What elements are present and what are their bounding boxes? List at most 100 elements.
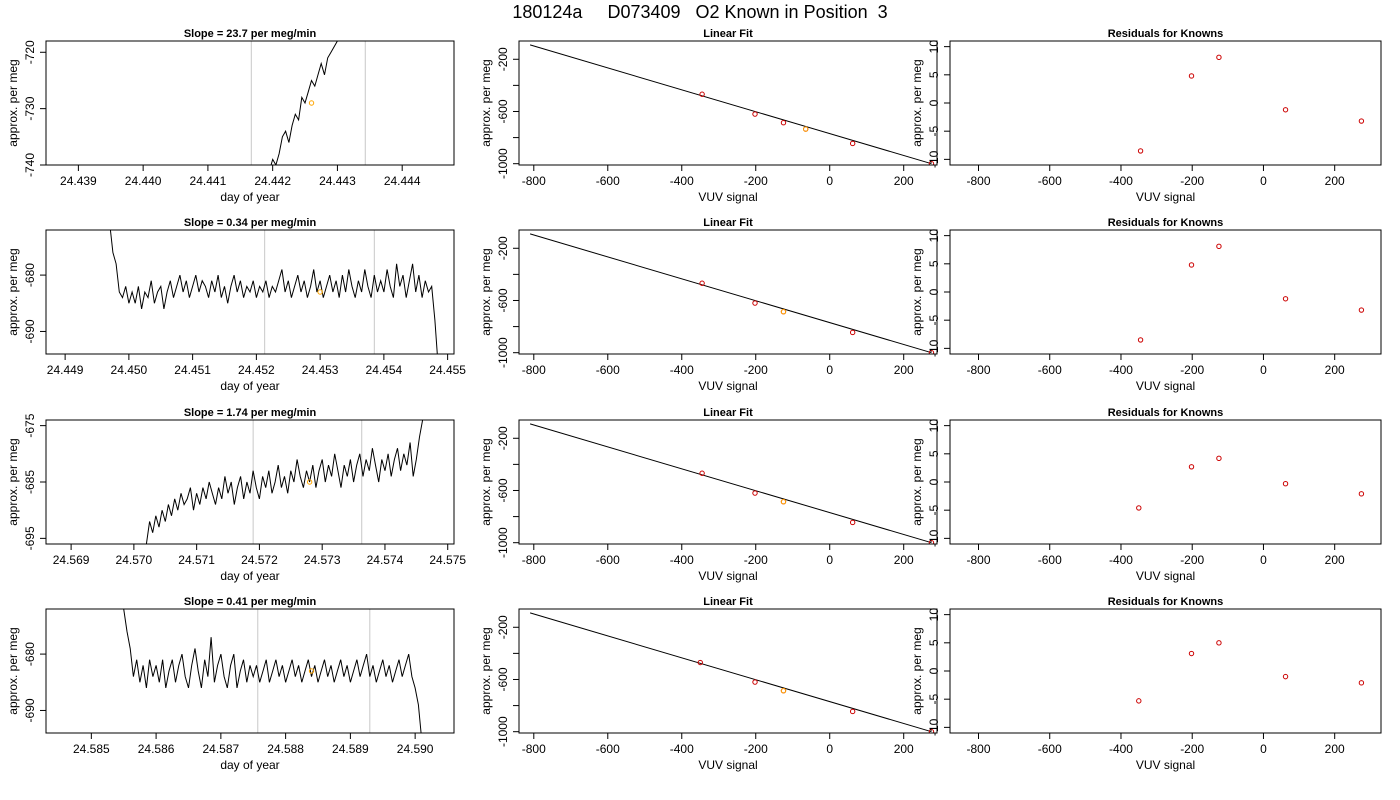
y-tick-label: -10 — [927, 529, 941, 547]
known-point — [928, 728, 935, 733]
panel-title: Slope = 0.41 per meg/min — [184, 596, 317, 608]
x-tick-label: 24.439 — [60, 174, 97, 188]
y-tick-label: -200 — [496, 615, 510, 639]
plot-area — [1137, 243, 1365, 343]
x-tick-label: 200 — [1325, 174, 1345, 188]
plot-area — [123, 609, 422, 733]
known-point — [1137, 337, 1144, 343]
series-line — [109, 230, 438, 354]
x-tick-label: 24.586 — [138, 742, 175, 756]
plot-area — [529, 233, 935, 354]
x-axis-label: day of year — [220, 379, 279, 393]
fit-line — [529, 44, 932, 165]
known-point — [699, 470, 705, 476]
y-axis-label: approx. per meg — [479, 438, 493, 525]
x-tick-label: 24.574 — [367, 553, 404, 567]
known-point — [1282, 673, 1289, 680]
y-tick-label: 0 — [927, 478, 941, 485]
panel-title: Residuals for Knowns — [1108, 28, 1224, 40]
known-point — [1358, 307, 1365, 313]
plot-frame — [949, 40, 1382, 166]
y-axis-label: approx. per meg — [6, 59, 20, 146]
y-tick-label: -10 — [927, 339, 941, 357]
panel-title: Linear Fit — [703, 407, 753, 419]
known-point — [849, 519, 856, 526]
x-tick-label: 200 — [894, 174, 914, 188]
plot-area — [529, 423, 935, 544]
sample-point — [780, 309, 787, 315]
x-tick-label: 24.449 — [47, 363, 84, 377]
x-tick-label: -200 — [744, 174, 768, 188]
x-tick-label: -400 — [1109, 742, 1133, 756]
y-axis-label: approx. per meg — [910, 59, 924, 146]
panel-title: Linear Fit — [703, 596, 753, 608]
x-tick-label: 0 — [826, 363, 833, 377]
x-tick-label: -600 — [1038, 742, 1062, 756]
x-tick-label: 24.573 — [304, 553, 341, 567]
x-tick-label: -800 — [522, 363, 546, 377]
known-point — [1358, 491, 1365, 497]
mean-point — [308, 668, 315, 674]
known-point — [849, 140, 856, 147]
x-tick-label: 24.585 — [73, 742, 110, 756]
x-tick-label: -200 — [1180, 363, 1204, 377]
y-tick-label: 10 — [927, 229, 941, 243]
known-point — [1188, 262, 1195, 268]
y-tick-label: 5 — [927, 71, 941, 78]
y-axis-label: approx. per meg — [479, 59, 493, 146]
x-tick-label: -800 — [966, 553, 990, 567]
x-tick-label: 200 — [894, 742, 914, 756]
y-tick-label: -600 — [496, 288, 510, 312]
plot-frame — [45, 419, 455, 545]
y-tick-label: -10 — [927, 150, 941, 168]
panel-1-3: Residuals for Knowns -800 -600 -400 -200 0 200… — [910, 28, 1382, 204]
x-tick-label: 0 — [826, 742, 833, 756]
x-tick-label: 24.453 — [302, 363, 339, 377]
panel-3-1: Slope = 1.74 per meg/min 24.569 24.570 24.5… — [6, 407, 466, 583]
fit-line — [529, 423, 932, 544]
y-axis-label: approx. per meg — [6, 627, 20, 714]
x-tick-label: -600 — [596, 174, 620, 188]
y-tick-label: -200 — [496, 47, 510, 71]
x-tick-label: -200 — [1180, 553, 1204, 567]
known-point — [1358, 680, 1365, 686]
y-axis-label: approx. per meg — [910, 438, 924, 525]
y-tick-label: 5 — [927, 639, 941, 646]
y-tick-label: -600 — [496, 99, 510, 123]
known-point — [699, 280, 705, 286]
y-axis-label: approx. per meg — [6, 438, 20, 525]
panel-2-1: Slope = 0.34 per meg/min 24.449 24.450 24.4… — [6, 217, 466, 393]
known-point — [1188, 73, 1195, 79]
plot-area — [1136, 640, 1365, 704]
x-tick-label: -600 — [1038, 553, 1062, 567]
x-tick-label: 24.575 — [429, 553, 466, 567]
x-tick-label: -200 — [1180, 174, 1204, 188]
x-tick-label: 200 — [1325, 553, 1345, 567]
x-tick-label: 200 — [1325, 363, 1345, 377]
y-axis-label: approx. per meg — [910, 248, 924, 335]
sample-point — [780, 499, 787, 505]
y-tick-label: -1000 — [496, 716, 510, 747]
y-tick-label: -690 — [23, 319, 37, 343]
x-axis-label: VUV signal — [1136, 379, 1195, 393]
y-tick-label: 10 — [927, 419, 941, 433]
y-tick-label: -695 — [23, 526, 37, 550]
y-tick-label: -600 — [496, 478, 510, 502]
panel-4-3: Residuals for Knowns -800 -600 -400 -200 0 200… — [910, 596, 1382, 772]
x-tick-label: -400 — [1109, 553, 1133, 567]
panel-3-3: Residuals for Knowns -800 -600 -400 -200 0 200… — [910, 407, 1382, 583]
x-tick-label: 0 — [826, 553, 833, 567]
y-tick-label: -1000 — [496, 148, 510, 179]
panel-4-2: Linear Fit -800 -600 -400 -200 0 200 -200 -600 -1… — [479, 596, 938, 772]
x-tick-label: 24.587 — [203, 742, 240, 756]
y-axis-label: approx. per meg — [910, 627, 924, 714]
x-axis-label: VUV signal — [698, 569, 757, 583]
x-tick-label: 24.589 — [332, 742, 369, 756]
x-tick-label: 24.442 — [254, 174, 291, 188]
known-point — [1216, 54, 1222, 61]
known-point — [1216, 455, 1222, 462]
y-tick-label: -600 — [496, 667, 510, 691]
x-tick-label: -800 — [522, 174, 546, 188]
known-point — [752, 111, 758, 117]
